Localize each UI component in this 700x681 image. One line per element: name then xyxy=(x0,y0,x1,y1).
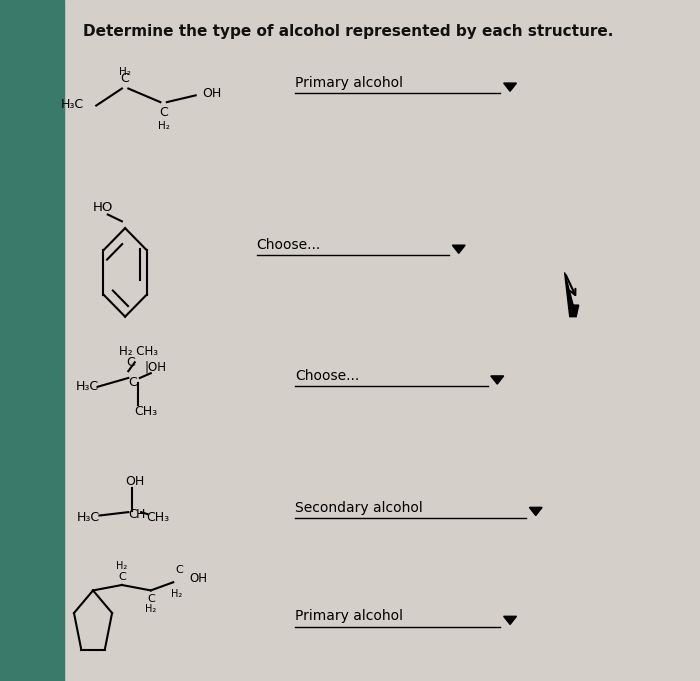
Text: C: C xyxy=(127,356,135,369)
Text: C: C xyxy=(128,507,137,521)
Text: |OH: |OH xyxy=(144,360,167,373)
Text: OH: OH xyxy=(202,87,221,101)
Text: H₃C: H₃C xyxy=(76,380,99,394)
Text: CH₃: CH₃ xyxy=(134,405,158,418)
Text: Primary alcohol: Primary alcohol xyxy=(295,609,403,624)
Polygon shape xyxy=(504,616,517,624)
Text: C: C xyxy=(147,594,155,604)
Text: H: H xyxy=(136,507,146,521)
Text: C: C xyxy=(120,72,130,85)
Text: CH₃: CH₃ xyxy=(146,511,169,524)
Text: Primary alcohol: Primary alcohol xyxy=(295,76,403,91)
Text: Choose...: Choose... xyxy=(257,238,321,253)
Bar xyxy=(0,0,64,681)
Text: H₂: H₂ xyxy=(119,67,131,77)
Polygon shape xyxy=(565,272,579,317)
Polygon shape xyxy=(529,507,542,516)
Text: H₂: H₂ xyxy=(158,121,169,131)
Text: H₃C: H₃C xyxy=(60,97,83,111)
Text: OH: OH xyxy=(189,572,207,586)
Text: Choose...: Choose... xyxy=(295,369,359,383)
Text: OH: OH xyxy=(125,475,144,488)
Polygon shape xyxy=(452,245,466,253)
Text: H₃C: H₃C xyxy=(77,511,100,524)
Polygon shape xyxy=(491,376,504,384)
Text: C: C xyxy=(159,106,168,118)
Text: C: C xyxy=(118,571,126,582)
Text: HO: HO xyxy=(93,201,113,215)
Text: H₂: H₂ xyxy=(116,561,127,571)
Text: H₂ CH₃: H₂ CH₃ xyxy=(119,345,158,358)
Polygon shape xyxy=(504,83,517,91)
Text: Secondary alcohol: Secondary alcohol xyxy=(295,501,423,515)
Text: H₂: H₂ xyxy=(145,604,156,614)
Text: C: C xyxy=(176,565,183,575)
Text: C: C xyxy=(128,376,137,390)
Text: H₂: H₂ xyxy=(171,589,182,599)
Text: Determine the type of alcohol represented by each structure.: Determine the type of alcohol represente… xyxy=(83,24,614,39)
